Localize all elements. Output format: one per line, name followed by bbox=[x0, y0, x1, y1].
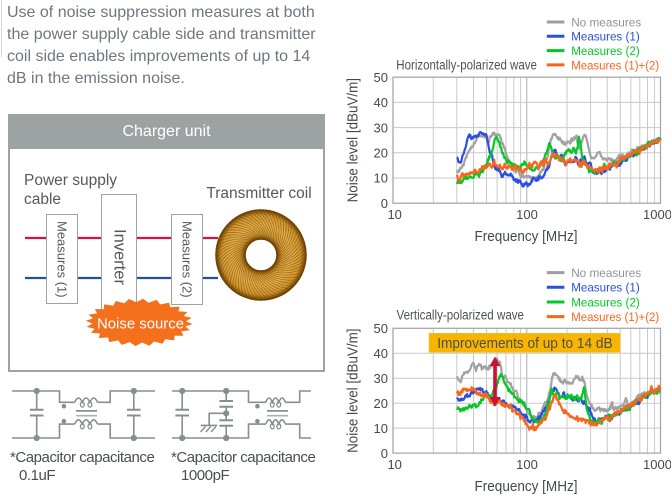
svg-text:100: 100 bbox=[516, 457, 538, 472]
svg-text:10: 10 bbox=[387, 207, 401, 222]
svg-text:30: 30 bbox=[374, 371, 388, 386]
svg-text:Measures (1)+(2): Measures (1)+(2) bbox=[571, 310, 659, 324]
svg-text:Measures (2): Measures (2) bbox=[571, 44, 640, 58]
svg-text:20: 20 bbox=[374, 146, 388, 161]
svg-text:Noise level [dBuV/m]: Noise level [dBuV/m] bbox=[346, 78, 362, 202]
svg-text:Noise source: Noise source bbox=[97, 316, 184, 333]
svg-text:Noise level [dBuV/m]: Noise level [dBuV/m] bbox=[346, 329, 362, 453]
svg-text:10: 10 bbox=[387, 457, 401, 472]
svg-text:10: 10 bbox=[374, 171, 388, 186]
svg-text:No measures: No measures bbox=[571, 15, 641, 29]
svg-text:20: 20 bbox=[374, 396, 388, 411]
svg-text:Frequency [MHz]: Frequency [MHz] bbox=[475, 479, 578, 495]
svg-text:0: 0 bbox=[381, 196, 388, 211]
svg-text:1000: 1000 bbox=[643, 457, 671, 472]
svg-text:Measures (1)+(2): Measures (1)+(2) bbox=[571, 58, 659, 72]
svg-text:10: 10 bbox=[374, 421, 388, 436]
svg-text:Measures (1): Measures (1) bbox=[571, 30, 640, 44]
svg-text:50: 50 bbox=[374, 321, 388, 336]
svg-text:40: 40 bbox=[374, 346, 388, 361]
svg-text:Frequency [MHz]: Frequency [MHz] bbox=[475, 229, 578, 245]
svg-text:1000: 1000 bbox=[643, 207, 671, 222]
svg-text:40: 40 bbox=[374, 95, 388, 110]
svg-text:0: 0 bbox=[381, 446, 388, 461]
svg-text:Vertically-polarized wave: Vertically-polarized wave bbox=[397, 307, 525, 323]
svg-text:30: 30 bbox=[374, 120, 388, 135]
svg-text:Measures (2): Measures (2) bbox=[571, 295, 640, 309]
svg-text:Horizontally-polarized wave: Horizontally-polarized wave bbox=[396, 58, 537, 74]
svg-text:Improvements of up to 14 dB: Improvements of up to 14 dB bbox=[437, 336, 612, 352]
svg-text:100: 100 bbox=[516, 207, 538, 222]
svg-text:No measures: No measures bbox=[571, 266, 641, 280]
svg-text:50: 50 bbox=[374, 70, 388, 85]
svg-text:Measures (1): Measures (1) bbox=[571, 281, 640, 295]
